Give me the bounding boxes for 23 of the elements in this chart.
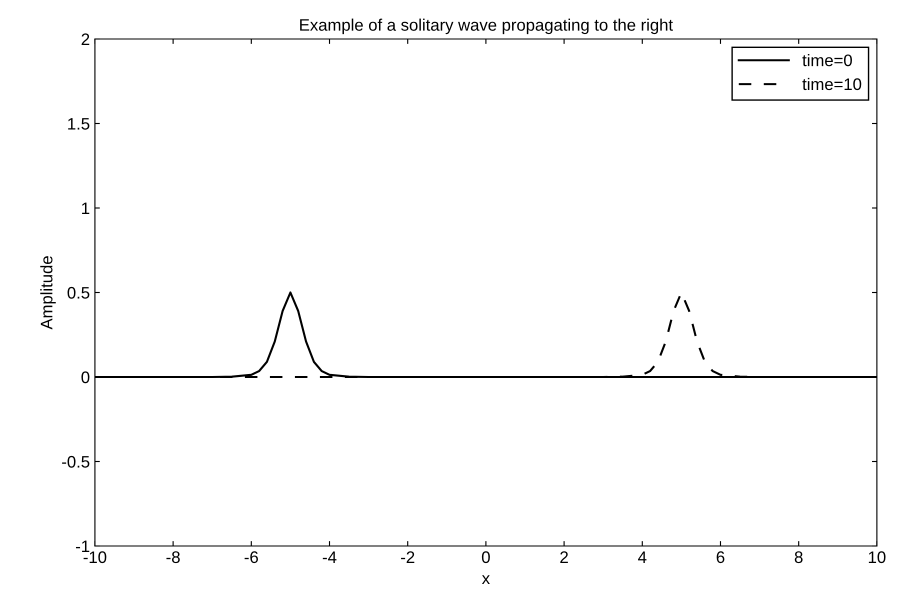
x-tick-label: 6 [716,551,724,564]
y-tick-label: -1 [76,540,90,552]
x-tick-label: 2 [560,551,568,563]
x-tick-label: -2 [401,551,414,563]
x-tick-label: -10 [84,551,106,564]
chart-title: Example of a solitary wave propagating to the right [300,18,673,34]
y-tick-label: 2 [82,33,90,46]
y-axis-title: Amplitude [40,256,56,330]
y-tick-label: 0 [81,371,90,384]
y-tick-label: -0.5 [62,456,90,468]
y-tick-label: 1 [82,202,90,214]
x-tick-label: 0 [482,551,490,564]
x-tick-label: 10 [868,551,886,564]
x-tick-label: -6 [244,551,258,564]
legend-label: time=10 [802,78,862,90]
x-tick-label: -8 [166,551,180,564]
x-axis-title: x [482,575,490,584]
x-tick-label: 4 [638,551,646,563]
y-tick-label: 1.5 [68,118,90,130]
x-tick-label: 8 [794,551,803,564]
x-tick-label: -4 [322,551,336,563]
legend-label: time=0 [802,54,852,66]
y-tick-label: 0.5 [68,286,90,299]
